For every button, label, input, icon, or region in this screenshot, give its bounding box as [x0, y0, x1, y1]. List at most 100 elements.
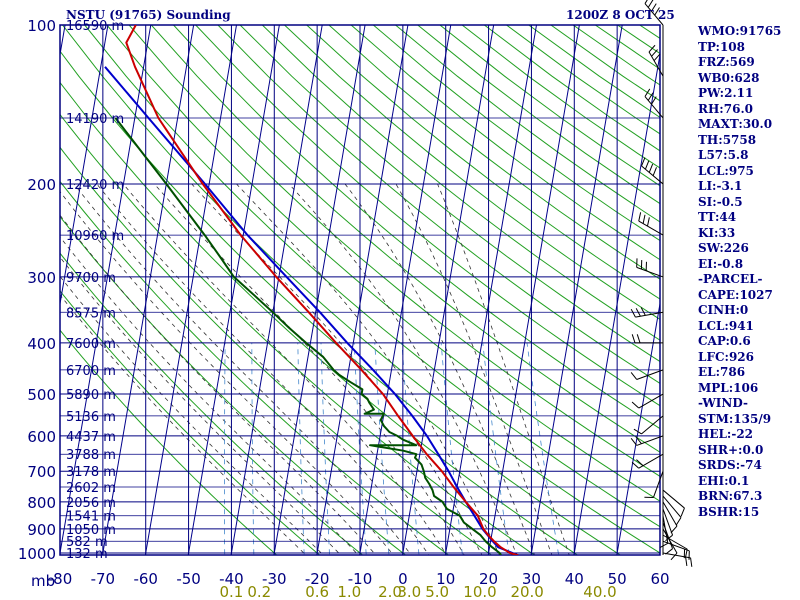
pressure-tick-label: 700 [27, 463, 56, 481]
height-label: 6700 m [66, 364, 116, 379]
isotherm [102, 25, 195, 555]
height-label: 4437 m [66, 430, 116, 445]
wind-barb-flag [680, 507, 685, 517]
wind-barb-flag [631, 401, 640, 409]
isotherm [616, 300, 660, 555]
moist-adiabat [96, 183, 430, 555]
wind-barb-flag [651, 49, 658, 57]
dry-adiabat [60, 180, 450, 555]
pressure-tick-label: 300 [27, 269, 56, 287]
sounding-index: LFC:926 [698, 349, 754, 364]
sounding-index: -WIND- [698, 396, 748, 410]
dry-adiabat [350, 25, 660, 261]
wind-barb-flag [648, 44, 656, 53]
sounding-index: FRZ:569 [698, 55, 755, 69]
wind-barb-flag [635, 436, 642, 445]
wind-barb-flag [644, 0, 648, 4]
dry-adiabat [195, 25, 660, 407]
wind-barb-flag [670, 552, 678, 561]
mixing-ratio-label: 20.0 [510, 583, 543, 600]
sounding-index: CAPE:1027 [698, 287, 773, 302]
wind-barb-flag [646, 217, 650, 227]
sounding-index: HEL:-22 [698, 427, 754, 441]
moist-adiabat [60, 190, 394, 555]
mixing-ratio-label: 1.0 [337, 583, 361, 600]
isotherm [359, 25, 452, 555]
sounding-index: TH:5758 [698, 132, 757, 147]
traces-clip-group [104, 25, 519, 555]
dry-adiabat [106, 25, 660, 502]
temperature-tick-label: 20 [479, 570, 498, 588]
wind-barb [662, 515, 669, 544]
sounding-index: LI:-3.1 [698, 179, 743, 193]
mixing-ratio-label: 0.1 [219, 583, 243, 600]
height-label: 8575 m [66, 306, 116, 321]
wind-barb-flag [630, 438, 638, 446]
isotherm [273, 25, 366, 555]
sounding-index: BRN:67.3 [698, 489, 763, 503]
moist-adiabat [122, 183, 448, 555]
sounding-index: L57:5.8 [698, 148, 749, 162]
wind-barb [652, 471, 664, 498]
temperature-tick-label: -60 [133, 570, 158, 588]
wind-barb-flag [647, 0, 654, 8]
height-label: 2602 m [66, 481, 116, 496]
height-label: 582 m [66, 535, 108, 550]
height-label: 5136 m [66, 410, 116, 425]
height-label: 132 m [66, 547, 108, 562]
height-label: 10960 m [66, 229, 124, 244]
isotherm [187, 25, 280, 555]
pressure-tick-label: 900 [27, 521, 56, 539]
mixing-ratio-line [482, 342, 510, 555]
sounding-index: TP:108 [698, 39, 746, 54]
sounding-index: SW:226 [698, 241, 749, 255]
isotherm [0, 13, 24, 564]
mixing-ratio-label: 0.6 [305, 583, 329, 600]
pressure-tick-label: 400 [27, 335, 56, 353]
mixing-ratio-label: 40.0 [583, 583, 616, 600]
mixing-ratio-label: 3.0 [397, 583, 421, 600]
sounding-index: SRDS:-74 [698, 458, 762, 472]
mixing-ratio-label: 5.0 [425, 583, 449, 600]
temperature-tick-label: -10 [348, 570, 373, 588]
sounding-index: MPL:106 [698, 380, 759, 395]
isotherm [402, 25, 495, 555]
wind-barb-flag [636, 459, 644, 467]
height-label: 16590 m [66, 19, 124, 34]
moist-adiabat [60, 294, 307, 555]
mixing-ratio-label: 2.0 [378, 583, 402, 600]
wind-barb-flag [659, 542, 669, 548]
wind-barb-flag [636, 334, 641, 344]
wind-barb [638, 393, 664, 409]
chart-title: NSTU (91765) Sounding [66, 8, 231, 22]
wind-barb [636, 369, 664, 380]
wind-barb-flag [635, 308, 641, 317]
isotherm [573, 51, 660, 555]
moist-adiabat [288, 183, 518, 555]
height-label: 1050 m [66, 523, 116, 538]
height-label: 9700 m [66, 271, 116, 286]
wind-barb-flag [631, 461, 640, 469]
dry-adiabat [60, 146, 493, 555]
wind-barb-flag [631, 334, 636, 344]
wind-barb-flag [675, 517, 682, 526]
isotherm [487, 25, 580, 555]
sounding-index: STM:135/9 [698, 411, 772, 426]
dry-adiabat [261, 25, 660, 341]
moist-adiabat [73, 183, 412, 555]
sounding-index: MAXT:30.0 [698, 117, 773, 131]
sounding-index: BSHR:15 [698, 504, 760, 519]
pressure-tick-label: 600 [27, 428, 56, 446]
moist-adiabat [437, 183, 570, 555]
sounding-index: CINH:0 [698, 303, 749, 317]
wind-barb-flag [647, 92, 654, 101]
mixing-ratio-line [251, 342, 255, 555]
sounding-index: CAP:0.6 [698, 334, 751, 348]
height-label: 1541 m [66, 510, 116, 525]
temperature-tick-label: -50 [176, 570, 201, 588]
mixing-ratio-line [440, 342, 463, 555]
sounding-datetime: 1200Z 8 OCT 25 [566, 8, 675, 22]
pressure-tick-label: 500 [27, 386, 56, 404]
wind-barb-flag [630, 372, 638, 380]
